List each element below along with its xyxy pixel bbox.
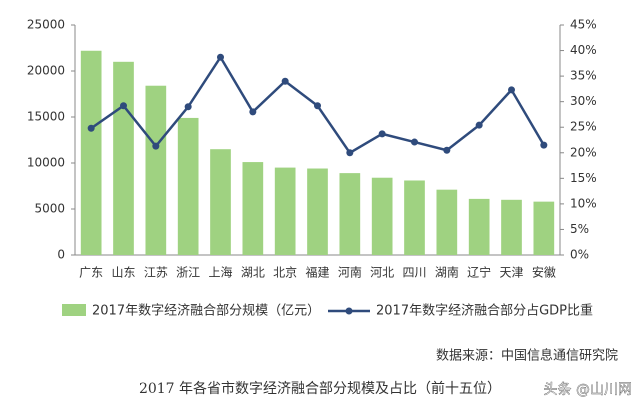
- bar: [307, 168, 328, 255]
- bar: [177, 117, 199, 255]
- legend-marker: [345, 307, 353, 315]
- line-point: [508, 86, 515, 94]
- legend-swatch: [62, 304, 86, 316]
- bar: [113, 61, 134, 255]
- bar: [210, 149, 231, 255]
- y-tick-label: 0: [57, 248, 65, 262]
- bar: [80, 50, 102, 256]
- line-point: [120, 102, 127, 110]
- x-tick-label: 江苏: [144, 266, 168, 280]
- y-tick-label: 20000: [27, 64, 65, 78]
- x-tick-label: 广东: [79, 266, 103, 280]
- legend-label: 2017年数字经济融合部分占GDP比重: [376, 303, 593, 319]
- y2-tick-label: 40%: [570, 43, 597, 57]
- bar: [371, 177, 393, 255]
- x-tick-label: 河南: [338, 265, 362, 280]
- line-point: [540, 141, 548, 149]
- x-tick-label: 安徽: [532, 265, 556, 280]
- y2-tick-label: 20%: [570, 145, 597, 159]
- line-point: [184, 103, 192, 111]
- watermark: 头条 @山川网: [544, 381, 632, 398]
- bar: [339, 173, 361, 255]
- line-point: [314, 102, 321, 110]
- caption: 2017 年各省市数字经济融合部分规模及占比（前十五位）: [139, 380, 501, 397]
- line-point: [475, 121, 483, 129]
- line-point: [217, 53, 224, 61]
- source: 数据来源：中国信息通信研究院: [436, 348, 618, 364]
- x-tick-label: 湖南: [435, 265, 459, 280]
- y2-tick-label: 10%: [570, 196, 597, 210]
- bar: [533, 201, 555, 255]
- line-point: [443, 146, 451, 154]
- bar: [145, 85, 167, 255]
- x-tick-label: 河北: [370, 266, 394, 280]
- y2-tick-label: 5%: [570, 222, 589, 236]
- x-tick-label: 辽宁: [467, 265, 491, 280]
- y-tick-label: 10000: [27, 156, 65, 170]
- x-tick-label: 浙江: [176, 266, 200, 280]
- line-point: [281, 77, 289, 85]
- bar: [274, 167, 296, 255]
- y-tick-label: 15000: [27, 110, 65, 124]
- line-point: [378, 130, 386, 138]
- y-tick-label: 5000: [34, 202, 65, 216]
- line-point: [346, 149, 354, 157]
- bar: [436, 189, 458, 255]
- x-tick-label: 四川: [402, 266, 426, 280]
- y2-tick-label: 15%: [570, 171, 597, 185]
- bar: [501, 199, 522, 255]
- x-tick-label: 天津: [499, 266, 523, 280]
- line-point: [87, 124, 95, 132]
- y2-tick-label: 0%: [570, 248, 589, 262]
- x-tick-label: 北京: [273, 266, 297, 280]
- y2-tick-label: 45%: [570, 18, 597, 32]
- legend-label: 2017年数字经济融合部分规模（亿元）: [92, 304, 320, 319]
- x-tick-label: 上海: [208, 265, 232, 280]
- x-tick-label: 福建: [305, 265, 329, 280]
- x-tick-label: 山东: [111, 266, 135, 280]
- y2-tick-label: 30%: [570, 94, 597, 108]
- bar: [468, 198, 490, 255]
- x-tick-label: 湖北: [241, 265, 265, 280]
- bar: [404, 180, 425, 255]
- y2-tick-label: 35%: [570, 69, 597, 83]
- y-tick-label: 25000: [27, 18, 65, 32]
- bar: [242, 162, 264, 255]
- line-point: [249, 108, 257, 116]
- line-point: [152, 142, 160, 150]
- line-point: [411, 138, 418, 146]
- y2-tick-label: 25%: [570, 120, 597, 134]
